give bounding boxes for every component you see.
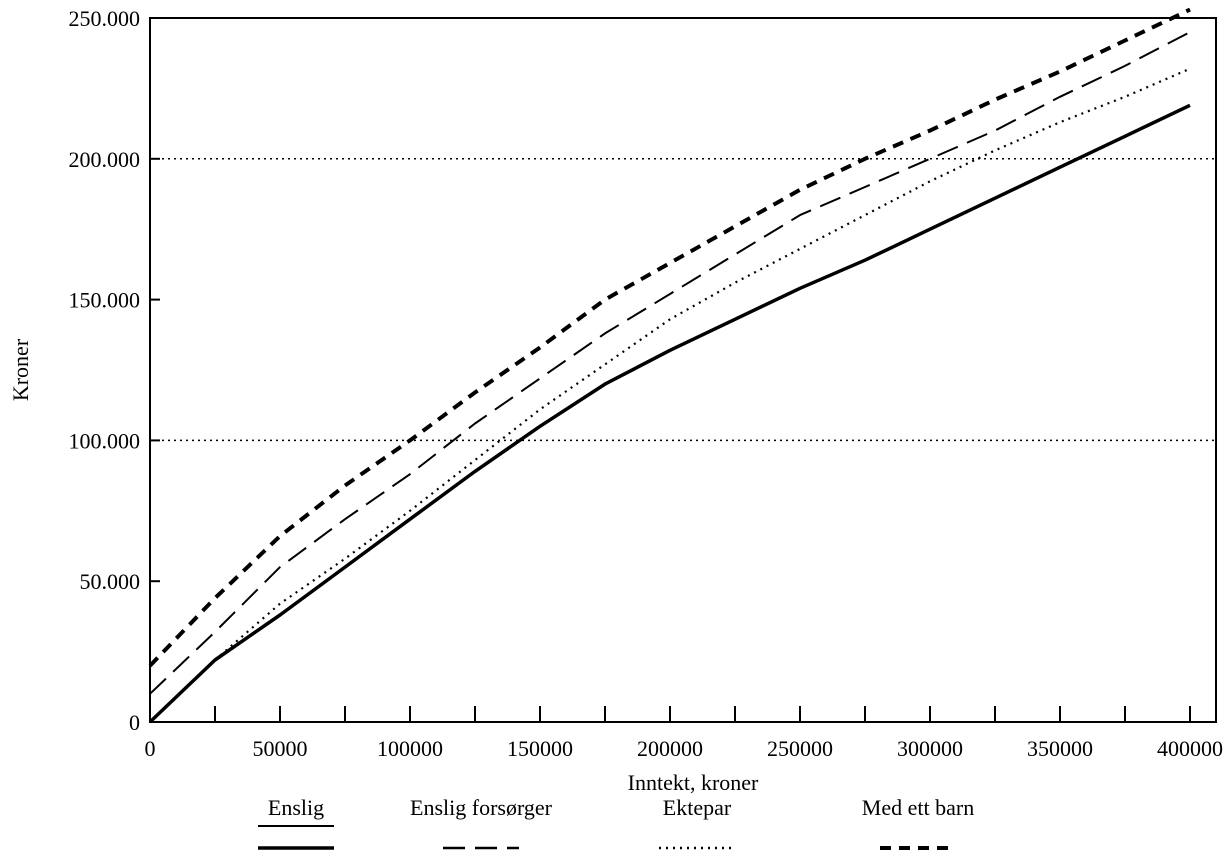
y-tick-label: 250.000 <box>69 6 141 31</box>
x-tick-label: 0 <box>145 736 156 761</box>
x-tick-label: 150000 <box>507 736 573 761</box>
x-tick-label: 250000 <box>767 736 833 761</box>
x-tick-label: 100000 <box>377 736 443 761</box>
series-line-3 <box>148 7 1191 668</box>
x-axis-title: Inntekt, kroner <box>628 770 759 795</box>
legend-label: Med ett barn <box>862 795 974 820</box>
y-axis-title: Kroner <box>8 338 33 401</box>
x-tick-label: 300000 <box>897 736 963 761</box>
series-line-2 <box>214 67 1191 661</box>
x-tick-label: 350000 <box>1027 736 1093 761</box>
legend-label: Ektepar <box>663 795 732 820</box>
x-tick-label: 400000 <box>1157 736 1223 761</box>
y-tick-label: 200.000 <box>69 147 141 172</box>
series-line-1 <box>149 31 1191 695</box>
y-tick-label: 50.000 <box>80 569 141 594</box>
y-tick-label: 100.000 <box>69 428 141 453</box>
series-line-0 <box>148 103 1191 724</box>
y-tick-label: 150.000 <box>69 288 141 313</box>
y-tick-label: 0 <box>129 710 140 735</box>
plot-area <box>149 17 1217 723</box>
series-lines <box>148 7 1191 724</box>
legend: Enslig Enslig forsørger Ektepar Med ett bar… <box>258 795 974 850</box>
legend-label: Enslig forsørger <box>410 795 553 820</box>
plot-frame <box>149 17 1217 723</box>
legend-label: Enslig <box>268 795 324 820</box>
x-tick-label: 200000 <box>637 736 703 761</box>
x-tick-label: 50000 <box>253 736 308 761</box>
axes: 0 50.000 100.000 150.000 200.000 250.000 0 5000… <box>69 6 1224 761</box>
